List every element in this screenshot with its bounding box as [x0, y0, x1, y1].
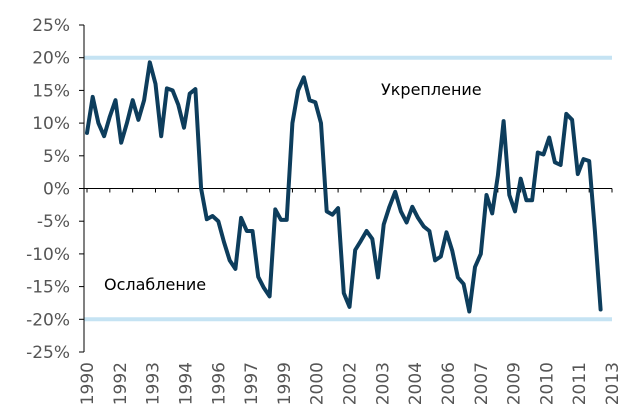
reference-lines	[84, 55, 612, 322]
x-tick-label: 1999	[275, 362, 295, 405]
x-tick-label: 2002	[341, 362, 361, 405]
x-tick-label: 1993	[144, 362, 164, 405]
y-axis-tick-labels: 25% 20% 15% 10% 5% 0% -5% -10% -15% -20% -25%	[26, 16, 70, 363]
y-tick-label: 5%	[43, 147, 70, 167]
x-tick-label: 2000	[308, 362, 328, 405]
y-tick-label: 25%	[32, 16, 70, 36]
annotation-strengthening: Укрепление	[381, 80, 482, 99]
x-tick-label: 2007	[472, 362, 492, 405]
x-axis-tick-labels: 1990 1992 1993 1994 1996 1997 1999 2000 2002 2003…	[78, 362, 623, 405]
x-tick-label: 2003	[373, 362, 393, 405]
annotation-weakening: Ослабление	[104, 275, 206, 294]
y-tick-label: -5%	[37, 212, 70, 232]
x-tick-label: 2004	[406, 362, 426, 405]
x-tick-label: 1994	[176, 362, 196, 405]
x-tick-label: 1997	[242, 362, 262, 405]
y-tick-label: 0%	[43, 180, 70, 200]
x-tick-label: 2006	[439, 362, 459, 405]
y-tick-label: 15%	[32, 81, 70, 101]
x-tick-label: 1996	[209, 362, 229, 405]
y-tick-label: -10%	[26, 245, 70, 265]
x-tick-label: 1992	[111, 362, 131, 405]
y-tick-label: -25%	[26, 343, 70, 363]
y-tick-label: 20%	[32, 49, 70, 69]
x-tick-label: 2010	[537, 362, 557, 405]
y-tick-label: 10%	[32, 114, 70, 134]
y-tick-label: -15%	[26, 278, 70, 298]
y-tick-label: -20%	[26, 310, 70, 330]
series-line	[85, 60, 603, 314]
x-tick-label: 2011	[570, 362, 590, 405]
x-tick-label: 1990	[78, 362, 98, 405]
x-tick-label: 2009	[505, 362, 525, 405]
x-tick-label: 2013	[603, 362, 623, 405]
series-group	[85, 60, 603, 314]
